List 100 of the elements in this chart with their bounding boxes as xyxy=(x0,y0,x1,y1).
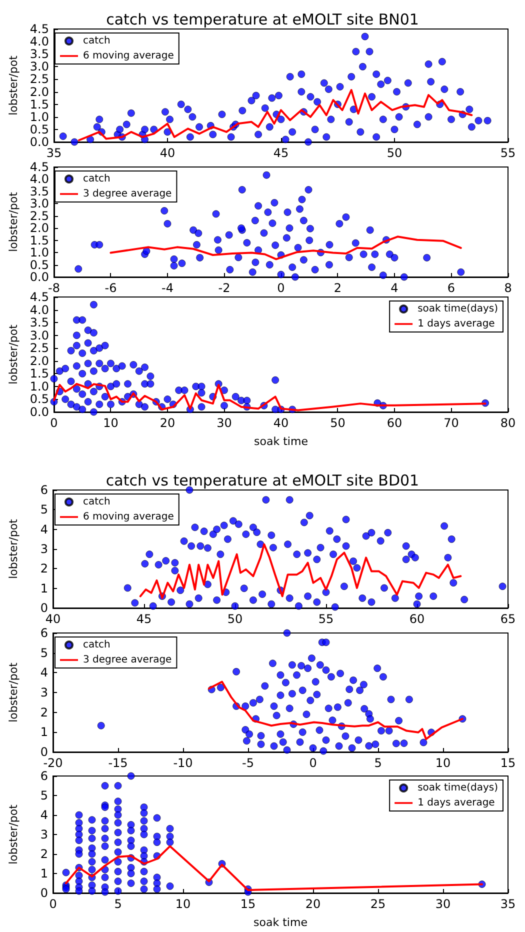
y-tick-label: 4 xyxy=(40,522,48,536)
y-tick-label: 6 xyxy=(40,769,48,783)
legend-label: soak time(days) xyxy=(418,782,498,794)
x-tick-label: 15 xyxy=(500,756,516,770)
y-tick-label: 0.5 xyxy=(30,258,49,272)
legend-label: catch xyxy=(83,36,110,46)
legend-label: 1 days average xyxy=(418,318,495,330)
x-tick-label: 5 xyxy=(374,756,382,770)
x-tick-label: -2 xyxy=(218,281,230,295)
y-tick-label: 0.0 xyxy=(30,135,49,149)
y-tick-label: 0.0 xyxy=(30,270,49,284)
y-tick-label: 2 xyxy=(40,847,48,861)
y-tick-label: 6 xyxy=(40,483,48,497)
x-tick-label: 45 xyxy=(136,612,152,626)
y-axis-title: lobster/pot xyxy=(7,518,20,579)
x-tick-label: 20 xyxy=(305,897,321,911)
x-tick-label: 70 xyxy=(444,416,459,430)
x-tick-label: 6 xyxy=(447,281,456,295)
x-tick-label: -15 xyxy=(108,756,128,770)
chart-title: catch vs temperature at eMOLT site BN01 xyxy=(106,10,419,28)
x-tick-label: 0 xyxy=(309,756,317,770)
x-axis-title: soak time xyxy=(254,435,308,448)
x-tick-label: 4 xyxy=(390,281,398,295)
x-tick-label: 10 xyxy=(435,756,451,770)
y-axis-title: lobster/pot xyxy=(7,324,20,384)
x-tick-label: 20 xyxy=(160,416,176,430)
x-tick-label: 40 xyxy=(273,416,289,430)
y-axis-title: lobster/pot xyxy=(7,804,20,864)
x-tick-label: 35 xyxy=(500,897,516,911)
y-tick-label: 1 xyxy=(40,866,48,880)
y-axis-title: lobster/pot xyxy=(7,662,20,722)
legend-label: 6 moving average xyxy=(83,512,174,522)
y-tick-label: 2.5 xyxy=(30,208,49,223)
legend-label: 1 days average xyxy=(418,798,495,808)
x-tick-label: 30 xyxy=(435,897,451,911)
y-tick-label: 0 xyxy=(40,886,48,900)
y-tick-label: 0 xyxy=(40,745,48,759)
y-tick-label: 5 xyxy=(40,646,48,660)
y-tick-label: 4.0 xyxy=(30,172,49,186)
y-tick-label: 1 xyxy=(40,725,48,740)
line-series xyxy=(110,236,462,260)
y-tick-label: 3 xyxy=(40,828,48,842)
x-tick-label: 5 xyxy=(114,897,122,911)
y-tick-label: 1.0 xyxy=(30,110,49,124)
x-tick-label: 10 xyxy=(175,897,191,911)
x-tick-label: 35 xyxy=(46,146,62,160)
y-tick-label: 4.5 xyxy=(30,160,49,174)
y-tick-label: 4.0 xyxy=(30,302,49,317)
y-tick-label: 3 xyxy=(40,686,48,700)
y-tick-label: 4 xyxy=(40,808,48,822)
x-tick-label: -10 xyxy=(173,756,193,770)
y-tick-label: 2.5 xyxy=(30,341,49,356)
y-tick-label: 3.0 xyxy=(30,328,49,342)
y-axis-title: lobster/pot xyxy=(7,191,20,252)
y-tick-label: 0.0 xyxy=(30,405,49,419)
y-tick-label: 2 xyxy=(40,562,48,576)
y-tick-label: 4 xyxy=(40,666,48,680)
y-tick-label: 1.5 xyxy=(30,366,49,381)
x-tick-label: -8 xyxy=(48,281,60,295)
legend-label: 3 degree average xyxy=(83,654,172,666)
y-tick-label: 4.0 xyxy=(30,34,49,49)
y-tick-label: 0.5 xyxy=(30,122,49,136)
y-tick-label: 1.0 xyxy=(30,379,49,394)
y-tick-label: 1.5 xyxy=(30,97,49,112)
x-tick-label: -6 xyxy=(104,281,117,295)
x-tick-label: 55 xyxy=(318,612,334,626)
legend-label: 6 moving average xyxy=(83,50,174,62)
x-tick-label: -4 xyxy=(162,281,174,295)
x-tick-label: 60 xyxy=(409,612,425,626)
x-tick-label: 25 xyxy=(370,897,386,911)
x-tick-label: 40 xyxy=(45,612,61,626)
x-tick-label: 15 xyxy=(240,897,256,911)
y-tick-label: 2 xyxy=(40,705,48,720)
chart-title: catch vs temperature at eMOLT site BD01 xyxy=(106,472,420,490)
legend-label: soak time(days) xyxy=(418,304,498,314)
y-tick-label: 3.5 xyxy=(30,47,49,62)
y-tick-label: 1.5 xyxy=(30,233,49,248)
y-tick-label: 0.5 xyxy=(30,392,49,406)
y-tick-label: 1.0 xyxy=(30,246,49,260)
y-tick-label: 6 xyxy=(40,626,48,640)
y-tick-label: 1 xyxy=(40,581,48,596)
legend-label: 3 degree average xyxy=(83,188,172,200)
y-tick-label: 3.5 xyxy=(30,184,49,198)
x-tick-label: 50 xyxy=(330,416,346,430)
x-tick-label: 45 xyxy=(273,146,289,160)
x-tick-label: 55 xyxy=(500,146,516,160)
x-tick-label: 60 xyxy=(386,416,402,430)
y-tick-label: 3.0 xyxy=(30,196,49,211)
x-tick-label: 0 xyxy=(277,281,285,295)
x-tick-label: 50 xyxy=(227,612,243,626)
legend-label: catch xyxy=(83,174,110,184)
x-tick-label: 40 xyxy=(160,146,176,160)
y-tick-label: 2.5 xyxy=(30,72,49,86)
y-tick-label: 2.0 xyxy=(30,84,49,99)
x-tick-label: 10 xyxy=(103,416,118,430)
x-tick-label: 50 xyxy=(386,146,402,160)
y-tick-label: 5 xyxy=(40,502,48,517)
y-tick-label: 3.0 xyxy=(30,60,49,74)
y-tick-label: 3.5 xyxy=(30,316,49,330)
legend-label: catch xyxy=(83,496,110,508)
